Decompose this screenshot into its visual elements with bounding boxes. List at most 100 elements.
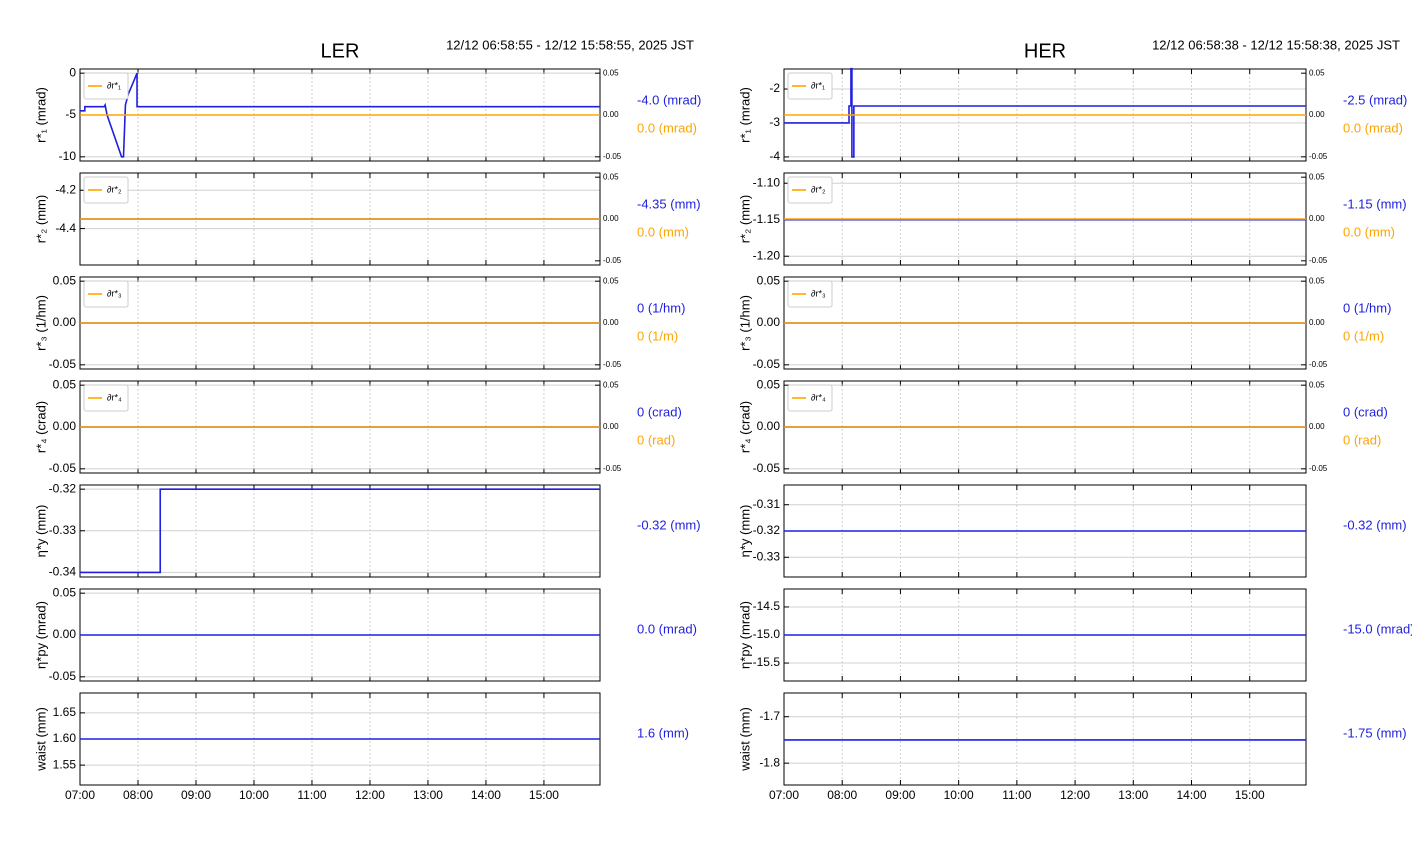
x-tick-label: 07:00 — [769, 788, 799, 802]
readout: 0 (rad) — [637, 432, 675, 447]
y2-tick-label: 0.00 — [603, 318, 619, 327]
y2-tick-label: 0.00 — [1309, 422, 1325, 431]
x-tick-label: 14:00 — [471, 788, 501, 802]
y-axis-label: r*₂ (mm) — [737, 195, 752, 243]
y2-tick-label: 0.05 — [603, 172, 619, 181]
y-tick-label: 0.05 — [757, 273, 781, 287]
legend-label: ∂r*₁ — [811, 80, 825, 90]
y-axis-label: η*py (mrad) — [737, 601, 752, 669]
y2-tick-label: 0.05 — [1309, 68, 1325, 77]
y-tick-label: -2 — [769, 81, 780, 95]
legend-label: ∂r*₄ — [811, 392, 826, 402]
y-tick-label: -0.31 — [753, 497, 781, 511]
readout: 0.0 (mm) — [637, 224, 689, 239]
x-tick-label: 09:00 — [885, 788, 915, 802]
chart-title: LER — [321, 40, 360, 62]
y-tick-label: 0.00 — [53, 419, 77, 433]
y-axis-label: r*₃ (1/hm) — [737, 295, 752, 351]
y-tick-label: -0.05 — [49, 669, 77, 683]
legend-box — [787, 280, 833, 308]
y-tick-label: 0 — [69, 65, 76, 79]
y-tick-label: 0.00 — [53, 627, 77, 641]
y-tick-label: 1.60 — [53, 731, 77, 745]
y-tick-label: -4.4 — [55, 221, 76, 235]
readout: -4.35 (mm) — [637, 196, 701, 211]
y-tick-label: -0.05 — [49, 461, 77, 475]
y-axis-label: η*y (mm) — [33, 505, 48, 558]
y-tick-label: 0.00 — [757, 419, 781, 433]
x-tick-label: 12:00 — [355, 788, 385, 802]
x-tick-label: 13:00 — [1118, 788, 1148, 802]
y-tick-label: -0.32 — [753, 523, 781, 537]
y-tick-label: -1.7 — [759, 709, 780, 723]
y2-tick-label: 0.00 — [603, 214, 619, 223]
legend-label: ∂r*₃ — [811, 288, 826, 298]
y-axis-label: r*₁ (mrad) — [33, 87, 48, 143]
legend-label: ∂r*₁ — [107, 80, 121, 90]
y2-tick-label: -0.05 — [1309, 360, 1328, 369]
legend-label: ∂r*₂ — [811, 184, 826, 194]
legend-box — [83, 72, 129, 100]
x-tick-label: 08:00 — [123, 788, 153, 802]
readout: -1.75 (mm) — [1343, 725, 1407, 740]
x-tick-label: 13:00 — [413, 788, 443, 802]
y-axis-label: r*₄ (crad) — [737, 401, 752, 453]
time-range: 12/12 06:58:55 - 12/12 15:58:55, 2025 JS… — [446, 37, 694, 52]
readout: 0 (1/m) — [1343, 328, 1384, 343]
y-tick-label: 1.65 — [53, 705, 77, 719]
readout: 1.6 (mm) — [637, 725, 689, 740]
y2-tick-label: -0.05 — [1309, 152, 1328, 161]
x-tick-label: 14:00 — [1176, 788, 1206, 802]
y2-tick-label: -0.05 — [1309, 464, 1328, 473]
y-tick-label: -10 — [59, 149, 77, 163]
y2-tick-label: 0.00 — [1309, 318, 1325, 327]
y-tick-label: -1.20 — [753, 248, 781, 262]
y-tick-label: -0.05 — [49, 357, 77, 371]
y-tick-label: -15.0 — [753, 627, 781, 641]
readout: -1.15 (mm) — [1343, 196, 1407, 211]
x-tick-label: 15:00 — [1235, 788, 1265, 802]
legend-box — [83, 280, 129, 308]
y-tick-label: -0.33 — [49, 523, 77, 537]
y-axis-label: r*₄ (crad) — [33, 401, 48, 453]
y-tick-label: 0.05 — [53, 585, 77, 599]
legend-box — [787, 176, 833, 204]
series-line — [80, 72, 600, 158]
x-tick-label: 09:00 — [181, 788, 211, 802]
y-tick-label: 0.00 — [757, 315, 781, 329]
y2-tick-label: 0.05 — [1309, 276, 1325, 285]
readout: 0.0 (mrad) — [637, 621, 697, 636]
y-tick-label: -0.32 — [49, 481, 77, 495]
y2-tick-label: 0.00 — [1309, 214, 1325, 223]
y-tick-label: -5 — [65, 107, 76, 121]
y-tick-label: -15.5 — [753, 655, 781, 669]
y2-tick-label: 0.05 — [603, 68, 619, 77]
chart-title: HER — [1024, 40, 1066, 62]
series-line — [80, 488, 600, 574]
legend-label: ∂r*₄ — [107, 392, 122, 402]
legend-box — [83, 384, 129, 412]
plot-frame — [79, 484, 601, 578]
y-tick-label: -4 — [769, 149, 780, 163]
x-tick-label: 10:00 — [239, 788, 269, 802]
x-tick-label: 07:00 — [65, 788, 95, 802]
y-tick-label: -0.33 — [753, 549, 781, 563]
y-tick-label: -0.05 — [753, 357, 781, 371]
legend-box — [83, 176, 129, 204]
readout: 0 (1/hm) — [1343, 300, 1391, 315]
y-tick-label: -1.10 — [753, 175, 781, 189]
y2-tick-label: -0.05 — [603, 464, 622, 473]
y2-tick-label: -0.05 — [603, 256, 622, 265]
series-line — [784, 67, 1306, 158]
y2-tick-label: 0.05 — [603, 380, 619, 389]
time-range: 12/12 06:58:38 - 12/12 15:58:38, 2025 JS… — [1152, 37, 1400, 52]
y-axis-label: η*py (mrad) — [33, 601, 48, 669]
y2-tick-label: -0.05 — [1309, 256, 1328, 265]
y2-tick-label: 0.00 — [1309, 110, 1325, 119]
y-tick-label: -0.34 — [49, 565, 77, 579]
readout: 0.0 (mrad) — [637, 120, 697, 135]
y2-tick-label: 0.05 — [1309, 172, 1325, 181]
y-tick-label: -14.5 — [753, 599, 781, 613]
y2-tick-label: 0.05 — [1309, 380, 1325, 389]
